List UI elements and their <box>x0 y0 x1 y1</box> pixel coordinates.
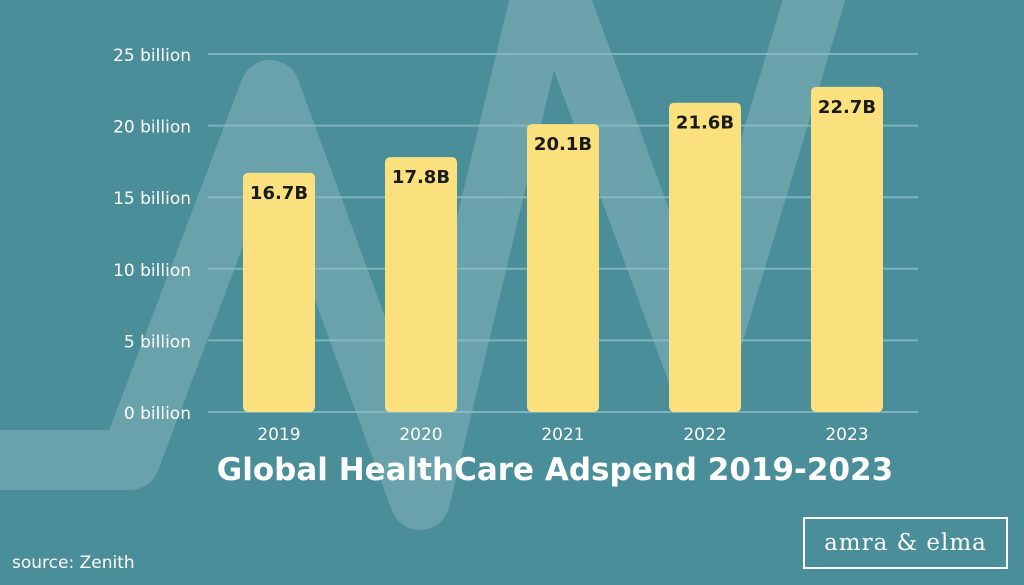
bar <box>811 86 883 412</box>
bar-value-label: 22.7B <box>818 97 876 118</box>
y-tick-label: 15 billion <box>113 189 191 209</box>
y-tick-label: 0 billion <box>124 404 191 424</box>
x-tick-label: 2020 <box>399 425 442 445</box>
bar <box>243 172 315 412</box>
x-tick-label: 2023 <box>825 425 868 445</box>
chart-title: Global HealthCare Adspend 2019-2023 <box>216 452 894 488</box>
bar <box>385 157 457 412</box>
y-axis-ticks: 0 billion 5 billion 10 billion 15 billion 20… <box>113 46 191 424</box>
bar <box>669 102 741 413</box>
x-tick-label: 2019 <box>257 425 300 445</box>
bar-value-label: 21.6B <box>676 113 734 134</box>
y-tick-label: 5 billion <box>124 332 191 352</box>
bar-value-label: 17.8B <box>392 167 450 188</box>
bar-value-label: 16.7B <box>250 183 308 204</box>
y-tick-label: 25 billion <box>113 46 191 66</box>
y-tick-label: 20 billion <box>113 118 191 138</box>
x-axis-ticks: 2019 2020 2021 2022 2023 <box>257 425 868 445</box>
x-tick-label: 2021 <box>541 425 584 445</box>
bars: 16.7B 17.8B 20.1B 21.6B 22.7B <box>243 86 883 413</box>
bar-value-label: 20.1B <box>534 134 592 155</box>
y-tick-label: 10 billion <box>113 261 191 281</box>
bar <box>527 124 599 412</box>
brand-logo: amra & elma <box>803 517 1008 569</box>
source-note: source: Zenith <box>12 553 135 573</box>
x-tick-label: 2022 <box>683 425 726 445</box>
